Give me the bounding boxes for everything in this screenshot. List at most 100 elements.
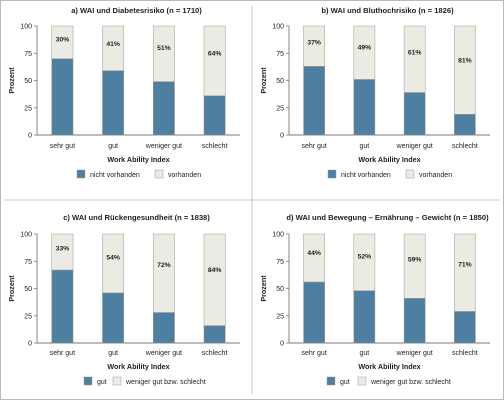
legend-swatch-primary — [76, 169, 86, 179]
data-label: 37% — [307, 39, 321, 46]
bar-segment-primary — [152, 312, 175, 344]
chart-panel-c: c) WAI und Rückengesundheit (n = 1838) Pr… — [7, 213, 240, 386]
bar-segment-secondary — [51, 25, 74, 59]
x-axis-label: Work Ability Index — [358, 362, 420, 371]
y-tick-label: 25 — [24, 313, 32, 320]
x-tick-label: weniger gut — [396, 143, 433, 150]
x-tick-label: weniger gut — [145, 350, 182, 357]
legend-label: gut — [340, 379, 350, 386]
bar-segment-secondary — [102, 25, 125, 71]
bar-segment-primary — [203, 95, 226, 136]
legend-label: gut — [97, 379, 107, 386]
legend-swatch-primary — [327, 169, 337, 179]
bar-segment-primary — [454, 114, 476, 136]
bar-segment-secondary — [303, 25, 325, 67]
bar-segment-secondary — [152, 25, 175, 82]
data-label: 64% — [208, 51, 222, 58]
x-tick-label: schlecht — [452, 350, 478, 357]
chart-panel-b: b) WAI und Bluthochrisiko (n = 1826) Proz… — [259, 6, 490, 179]
bar-segment-primary — [403, 92, 426, 136]
legend-swatch-primary — [326, 376, 336, 386]
y-tick-label: 25 — [24, 105, 32, 112]
y-tick-label: 50 — [276, 78, 284, 85]
y-axis-label: Prozent — [7, 275, 16, 302]
bar-segment-secondary — [203, 233, 226, 326]
data-label: 33% — [56, 246, 70, 253]
y-tick-label: 0 — [280, 341, 284, 348]
bar-segment-secondary — [203, 25, 226, 97]
bar-segment-primary — [152, 81, 175, 136]
bar-segment-secondary — [303, 233, 325, 283]
x-tick-label: schlecht — [202, 350, 228, 357]
y-tick-label: 75 — [24, 51, 32, 58]
data-label: 81% — [458, 58, 472, 65]
legend-label: weniger gut bzw. schlecht — [125, 379, 206, 386]
x-tick-label: sehr gut — [301, 143, 326, 150]
bar-segment-secondary — [51, 233, 74, 271]
x-axis-label: Work Ability Index — [358, 155, 420, 164]
y-tick-label: 0 — [28, 133, 32, 140]
legend: gut weniger gut bzw. schlecht — [83, 376, 206, 386]
legend: nicht vorhanden vorhanden — [327, 169, 452, 179]
y-tick-label: 50 — [24, 78, 32, 85]
bar-segment-primary — [353, 290, 376, 344]
y-tick-label: 25 — [276, 105, 284, 112]
x-tick-label: gut — [108, 143, 118, 150]
y-tick-label: 0 — [280, 133, 284, 140]
bar-segment-primary — [403, 298, 426, 344]
y-tick-label: 75 — [24, 259, 32, 266]
y-axis-label: Prozent — [7, 67, 16, 94]
y-axis-label: Prozent — [259, 67, 268, 94]
data-label: 61% — [408, 49, 422, 56]
data-label: 71% — [458, 261, 472, 268]
y-tick-label: 50 — [276, 286, 284, 293]
bar-segment-secondary — [353, 233, 376, 291]
legend-swatch-secondary — [357, 376, 367, 386]
bar-segment-primary — [303, 281, 325, 344]
x-tick-label: sehr gut — [50, 350, 75, 357]
data-label: 84% — [208, 267, 222, 274]
x-tick-label: sehr gut — [50, 143, 75, 150]
x-tick-label: schlecht — [202, 143, 228, 150]
bar-segment-secondary — [102, 233, 125, 294]
bar-segment-primary — [303, 66, 325, 136]
x-tick-label: gut — [108, 350, 118, 357]
legend: gut weniger gut bzw. schlecht — [326, 376, 451, 386]
bar-segment-primary — [454, 311, 476, 344]
legend-label: nicht vorhanden — [90, 172, 140, 179]
data-label: 30% — [56, 36, 70, 43]
bar-segment-secondary — [152, 233, 175, 313]
legend-label: nicht vorhanden — [341, 172, 391, 179]
legend-swatch-secondary — [154, 169, 164, 179]
y-tick-label: 100 — [20, 232, 32, 239]
x-tick-label: weniger gut — [396, 350, 433, 357]
bar-segment-primary — [102, 70, 125, 136]
bar-segment-secondary — [403, 233, 426, 299]
bar-segment-primary — [51, 269, 74, 344]
x-tick-label: sehr gut — [301, 350, 326, 357]
chart-title: d) WAI und Bewegung – Ernährung – Gewich… — [286, 213, 489, 222]
chart-title: b) WAI und Bluthochrisiko (n = 1826) — [321, 6, 454, 15]
bar-segment-secondary — [403, 25, 426, 93]
bar-segment-secondary — [454, 233, 476, 312]
y-tick-label: 100 — [272, 232, 284, 239]
bar-segment-primary — [353, 79, 376, 136]
data-label: 72% — [157, 262, 171, 269]
y-axis-label: Prozent — [259, 275, 268, 302]
legend-label: vorhanden — [419, 172, 452, 179]
x-tick-label: weniger gut — [145, 143, 182, 150]
bar-segment-primary — [203, 325, 226, 344]
x-tick-label: gut — [360, 350, 370, 357]
y-tick-label: 100 — [20, 24, 32, 31]
legend-swatch-primary — [83, 376, 93, 386]
data-label: 41% — [106, 41, 120, 48]
chart-title: a) WAI und Diabetesrisiko (n = 1710) — [71, 6, 202, 15]
bar-segment-primary — [102, 292, 125, 344]
data-label: 59% — [408, 256, 422, 263]
x-axis-label: Work Ability Index — [107, 362, 169, 371]
bar-segment-primary — [51, 58, 74, 136]
bar-segment-secondary — [454, 25, 476, 115]
chart-title: c) WAI und Rückengesundheit (n = 1838) — [63, 213, 210, 222]
legend-label: vorhanden — [168, 172, 201, 179]
